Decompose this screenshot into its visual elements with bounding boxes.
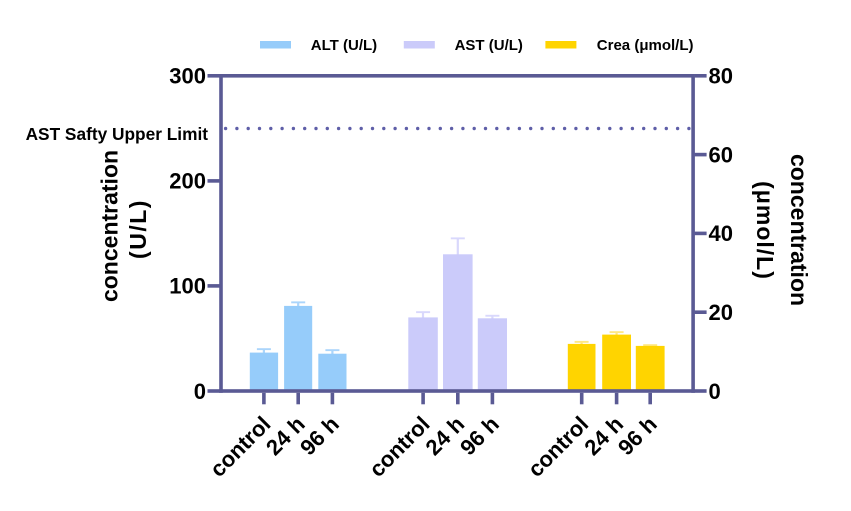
svg-text:20: 20 (709, 300, 733, 325)
svg-text:40: 40 (709, 221, 733, 246)
svg-text:Crea (μmol/L): Crea (μmol/L) (597, 37, 694, 54)
svg-text:0: 0 (194, 379, 206, 404)
svg-text:AST Safty Upper Limit: AST Safty Upper Limit (26, 124, 209, 144)
svg-text:concentration: concentration (786, 154, 812, 306)
svg-text:(μmol/L): (μmol/L) (752, 181, 778, 280)
svg-text:(U/L): (U/L) (125, 199, 151, 259)
svg-text:100: 100 (169, 274, 206, 299)
svg-text:300: 300 (169, 64, 206, 89)
svg-text:80: 80 (709, 64, 733, 89)
svg-text:0: 0 (709, 379, 721, 404)
svg-text:AST (U/L): AST (U/L) (455, 37, 523, 54)
svg-text:60: 60 (709, 142, 733, 167)
svg-text:200: 200 (169, 169, 206, 194)
svg-text:ALT (U/L): ALT (U/L) (311, 37, 377, 54)
svg-text:concentration: concentration (97, 150, 123, 302)
